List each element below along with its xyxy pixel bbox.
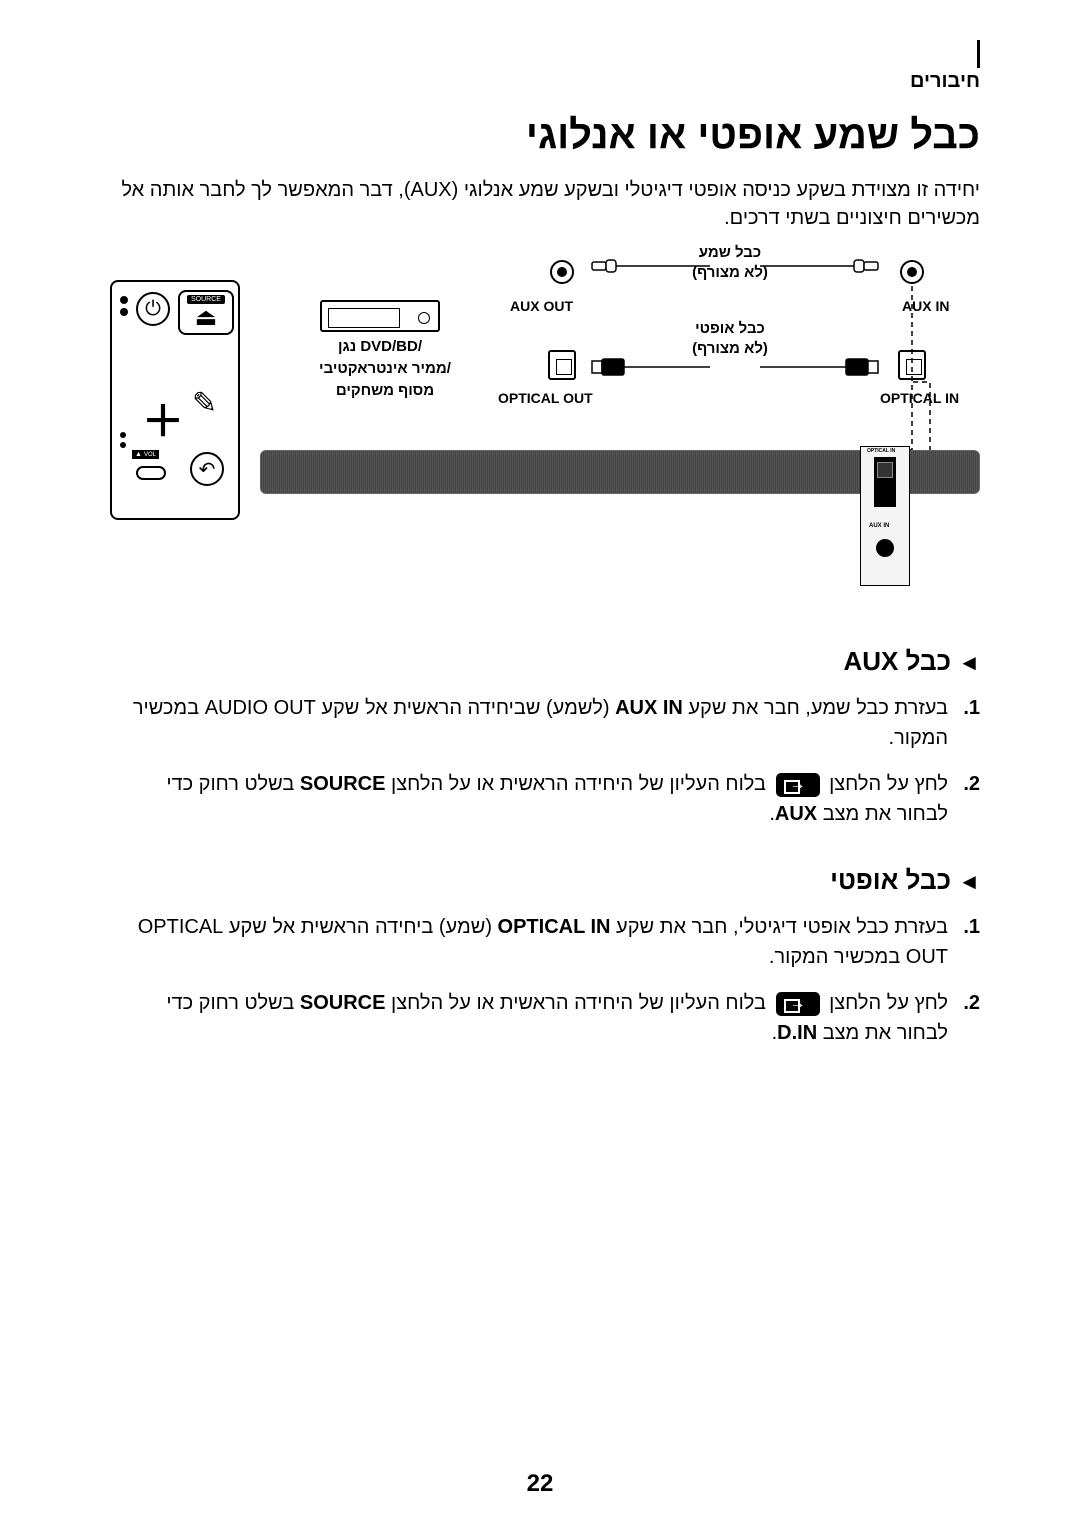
connection-diagram: ⏻ SOURCE ⏏ ＋ ✎ ▲VOL ↶ נגן DVD/BD/ ממיר א… — [110, 250, 980, 610]
step-number: 2. — [958, 988, 980, 1048]
page-title: כבל שמע אופטי או אנלוגי — [110, 113, 980, 158]
triangle-icon: ◄ — [958, 869, 980, 894]
aux-step-1: 1. בעזרת כבל שמע, חבר את שקע AUX IN (לשמ… — [110, 693, 980, 753]
page-number: 22 — [0, 1470, 1080, 1498]
sb-aux-port — [876, 539, 894, 557]
step-text: בעזרת כבל שמע, חבר את שקע AUX IN (לשמע) … — [110, 693, 948, 753]
intro-text: יחידה זו מצוידת בשקע כניסה אופטי דיגיטלי… — [110, 176, 980, 232]
aux-heading-text: כבל AUX — [843, 646, 951, 676]
step-number: 1. — [958, 693, 980, 753]
aux-step-2: 2. לחץ על הלחצן בלוח העליון של היחידה הר… — [110, 769, 980, 829]
sb-aux-label: AUX IN — [869, 523, 889, 529]
optical-heading-text: כבל אופטי — [830, 865, 951, 895]
soundbar-rear-panel: OPTICAL IN AUX IN — [860, 446, 910, 586]
step-number: 2. — [958, 769, 980, 829]
connector-lines — [110, 250, 980, 610]
step-text: לחץ על הלחצן בלוח העליון של היחידה הראשי… — [110, 988, 948, 1048]
sb-optical-port — [874, 457, 896, 507]
step-text: לחץ על הלחצן בלוח העליון של היחידה הראשי… — [110, 769, 948, 829]
opt-step-2: 2. לחץ על הלחצן בלוח העליון של היחידה הר… — [110, 988, 980, 1048]
source-button-icon — [776, 773, 820, 797]
opt-step-1: 1. בעזרת כבל אופטי דיגיטלי, חבר את שקע O… — [110, 912, 980, 972]
step-number: 1. — [958, 912, 980, 972]
step-text: בעזרת כבל אופטי דיגיטלי, חבר את שקע OPTI… — [110, 912, 948, 972]
optical-section-heading: ◄ כבל אופטי — [110, 865, 980, 896]
source-button-icon — [776, 992, 820, 1016]
sb-optical-label: OPTICAL IN — [867, 448, 895, 454]
section-header: חיבורים — [110, 70, 980, 93]
aux-section-heading: ◄ כבל AUX — [110, 646, 980, 677]
page-corner-rule — [977, 40, 980, 68]
triangle-icon: ◄ — [958, 650, 980, 675]
